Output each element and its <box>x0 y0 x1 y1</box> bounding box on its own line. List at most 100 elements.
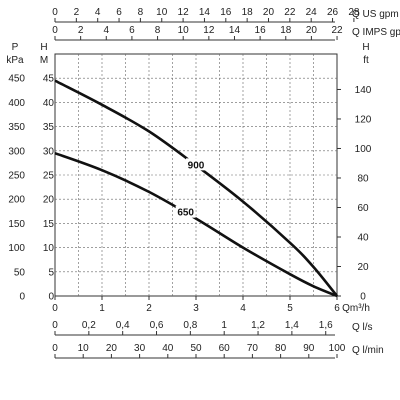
x-tick-label: 0 <box>52 303 58 314</box>
secondary-tick-label: 10 <box>156 7 168 18</box>
right-tick-label: 20 <box>357 262 369 273</box>
left-tick-label: 100 <box>8 243 25 254</box>
secondary-tick-label: 0 <box>52 343 58 354</box>
secondary-tick-label: 1 <box>221 320 227 331</box>
secondary-tick-label: 28 <box>348 7 360 18</box>
curve-label-bg <box>175 205 196 218</box>
left-tick-label: 200 <box>8 195 25 206</box>
secondary-tick-label: 20 <box>263 7 275 18</box>
left-tick-label: 300 <box>8 146 25 157</box>
secondary-tick-label: 0 <box>52 7 58 18</box>
axes <box>54 18 355 359</box>
secondary-tick-label: 10 <box>78 343 90 354</box>
secondary-unit-label: Q US gpm <box>352 9 399 20</box>
x-tick-label: 3 <box>193 303 199 314</box>
secondary-tick-label: 18 <box>242 7 254 18</box>
right-tick-label: 100 <box>355 144 372 155</box>
secondary-tick-label: 20 <box>106 343 118 354</box>
curves <box>54 79 339 298</box>
secondary-tick-label: 0,6 <box>150 320 164 331</box>
x-tick-label: 6 <box>334 303 340 314</box>
right-tick-label: 120 <box>355 114 372 125</box>
x-tick-label: 5 <box>287 303 293 314</box>
left-tick-label: 0 <box>19 292 25 303</box>
left-tick-label: 50 <box>14 267 26 278</box>
left-tick-label: 350 <box>8 122 25 133</box>
secondary-tick-label: 50 <box>190 343 202 354</box>
secondary-tick-label: 6 <box>129 25 135 36</box>
secondary-tick-label: 100 <box>329 343 346 354</box>
left-tick-label: 20 <box>43 195 55 206</box>
secondary-tick-label: 22 <box>331 25 343 36</box>
x-unit-label: Qm³/h <box>342 303 370 314</box>
labels: 0 1 2 3 4 5 6 Qm³/h050100150200250300350400450P… <box>6 7 400 356</box>
secondary-tick-label: 70 <box>247 343 259 354</box>
left-unit-line1: H <box>40 42 47 53</box>
secondary-tick-label: 12 <box>178 7 190 18</box>
right-tick-label: 40 <box>357 232 369 243</box>
left-tick-label: 30 <box>43 146 55 157</box>
secondary-tick-label: 4 <box>95 7 101 18</box>
curve-label: 900 <box>188 160 205 171</box>
secondary-tick-label: 4 <box>103 25 109 36</box>
secondary-tick-label: 30 <box>134 343 146 354</box>
secondary-tick-label: 14 <box>199 7 211 18</box>
curve-650 <box>54 151 338 298</box>
right-tick-label: 80 <box>357 173 369 184</box>
secondary-tick-label: 1,4 <box>285 320 299 331</box>
secondary-tick-label: 24 <box>306 7 318 18</box>
secondary-tick-label: 40 <box>162 343 174 354</box>
curve-label-bg <box>186 158 206 171</box>
secondary-tick-label: 0,4 <box>116 320 130 331</box>
secondary-tick-label: 80 <box>275 343 287 354</box>
left-unit-line1: P <box>12 42 19 53</box>
secondary-tick-label: 10 <box>178 25 190 36</box>
left-tick-label: 250 <box>8 171 25 182</box>
secondary-unit-label: Q l/min <box>352 345 384 356</box>
secondary-tick-label: 0,8 <box>183 320 197 331</box>
secondary-tick-label: 60 <box>219 343 231 354</box>
left-tick-label: 15 <box>43 219 55 230</box>
curve-label: 650 <box>177 208 194 219</box>
secondary-tick-label: 22 <box>284 7 296 18</box>
x-tick-label: 4 <box>240 303 246 314</box>
secondary-tick-label: 8 <box>138 7 144 18</box>
left-tick-label: 45 <box>43 74 55 85</box>
secondary-tick-label: 90 <box>303 343 315 354</box>
secondary-tick-label: 8 <box>155 25 161 36</box>
secondary-tick-label: 1,6 <box>319 320 333 331</box>
left-tick-label: 0 <box>48 292 54 303</box>
left-tick-label: 10 <box>43 243 55 254</box>
secondary-tick-label: 20 <box>306 25 318 36</box>
secondary-tick-label: 12 <box>203 25 215 36</box>
secondary-tick-label: 0 <box>52 25 58 36</box>
left-tick-label: 35 <box>43 122 55 133</box>
secondary-tick-label: 2 <box>78 25 84 36</box>
secondary-tick-label: 16 <box>255 25 267 36</box>
left-tick-label: 450 <box>8 74 25 85</box>
secondary-unit-label: Q IMPS gpm <box>352 27 400 38</box>
left-tick-label: 5 <box>48 267 54 278</box>
secondary-tick-label: 0 <box>52 320 58 331</box>
right-tick-label: 60 <box>357 203 369 214</box>
left-unit-line2: M <box>40 55 48 66</box>
secondary-tick-label: 0,2 <box>82 320 96 331</box>
x-tick-label: 2 <box>146 303 152 314</box>
right-tick-label: 0 <box>360 292 366 303</box>
left-unit-line2: kPa <box>6 55 24 66</box>
secondary-tick-label: 18 <box>280 25 292 36</box>
secondary-tick-label: 14 <box>229 25 241 36</box>
right-unit-line1: H <box>362 42 369 53</box>
secondary-tick-label: 6 <box>116 7 122 18</box>
secondary-tick-label: 2 <box>74 7 80 18</box>
secondary-unit-label: Q l/s <box>352 322 373 333</box>
secondary-tick-label: 16 <box>220 7 232 18</box>
right-unit-line2: ft <box>363 55 369 66</box>
left-tick-label: 40 <box>43 98 55 109</box>
left-tick-label: 150 <box>8 219 25 230</box>
secondary-tick-label: 26 <box>327 7 339 18</box>
x-tick-label: 1 <box>99 303 105 314</box>
grid <box>54 53 338 297</box>
left-tick-label: 400 <box>8 98 25 109</box>
